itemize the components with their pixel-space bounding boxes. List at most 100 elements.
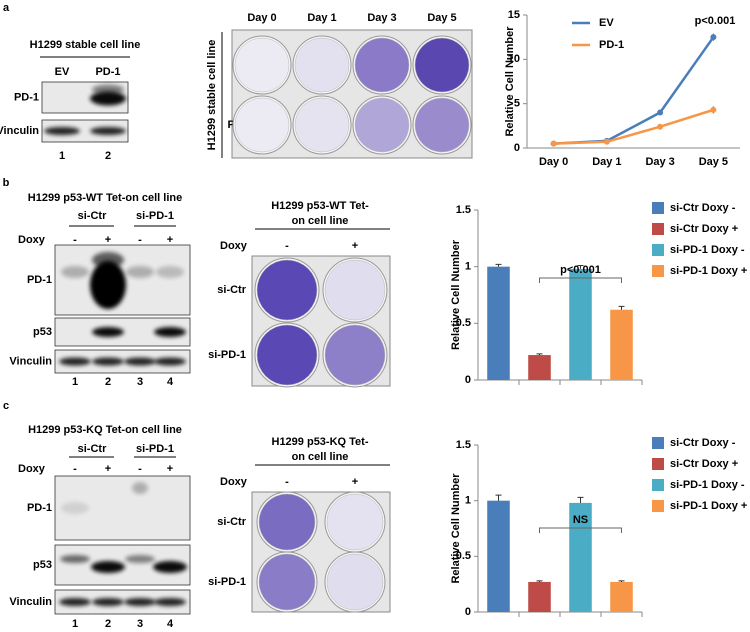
annotation: p<0.001: [695, 15, 736, 27]
bar: [610, 309, 633, 380]
row-label: p53: [33, 326, 52, 338]
bar: [487, 500, 510, 612]
bar: [569, 502, 592, 612]
well: [256, 324, 318, 386]
bracket: [539, 277, 622, 283]
plate-title: on cell line: [292, 215, 349, 227]
lane-label: PD-1: [95, 66, 120, 78]
legend-swatch: [652, 500, 664, 512]
error-bar: [618, 305, 625, 310]
x-tick-label: Day 1: [592, 156, 621, 168]
legend-label: si-PD-1 Doxy -: [670, 244, 745, 256]
well: [294, 37, 350, 93]
column-label: Day 5: [427, 12, 456, 24]
well: [354, 97, 410, 153]
row-label: Vinculin: [0, 125, 39, 137]
band: [126, 266, 154, 278]
treatment-label: Doxy: [220, 240, 248, 252]
point: [657, 109, 664, 116]
lane-number: 2: [105, 376, 111, 388]
point: [657, 123, 664, 130]
legend-swatch: [652, 437, 664, 449]
lane-number: 1: [72, 376, 78, 388]
bar: [528, 581, 551, 612]
error-bar: [577, 265, 584, 269]
row-label: si-Ctr: [217, 284, 246, 296]
lane-label: -: [138, 234, 142, 246]
row-label: si-PD-1: [208, 576, 246, 588]
row-label: si-Ctr: [217, 516, 246, 528]
lane-number: 1: [72, 618, 78, 630]
bar: [610, 581, 633, 612]
band: [59, 598, 91, 606]
y-tick-label: 0.5: [456, 550, 471, 562]
lane-label: +: [167, 463, 173, 475]
y-axis-label: Relative Cell Number: [450, 239, 462, 350]
y-axis-label: Relative Cell Number: [450, 473, 462, 584]
y-tick-label: 1.5: [456, 439, 471, 451]
y-tick-label: 0: [465, 374, 471, 386]
band: [124, 357, 156, 366]
group-label: si-PD-1: [136, 210, 174, 222]
band: [125, 555, 155, 563]
band: [90, 91, 126, 106]
error-bar: [536, 353, 543, 356]
legend-label: si-PD-1 Doxy -: [670, 479, 745, 491]
y-tick-label: 10: [508, 53, 520, 65]
band: [44, 127, 80, 135]
legend-label: si-Ctr Doxy +: [670, 458, 738, 470]
well: [326, 553, 384, 611]
point: [603, 138, 610, 145]
point: [550, 140, 557, 147]
point: [710, 106, 717, 113]
point: [710, 34, 717, 41]
legend-swatch: [652, 202, 664, 214]
annotation: p<0.001: [560, 264, 601, 276]
y-tick-label: 1: [465, 495, 471, 507]
y-tick-label: 0: [514, 142, 520, 154]
well: [326, 493, 384, 551]
column-label: +: [352, 240, 358, 252]
well: [324, 259, 386, 321]
x-tick-label: Day 3: [645, 156, 674, 168]
annotation: NS: [573, 514, 588, 526]
row-label: PD-1: [27, 274, 52, 286]
column-label: +: [352, 476, 358, 488]
well: [324, 324, 386, 386]
column-label: Day 1: [307, 12, 336, 24]
band: [154, 598, 186, 606]
legend-swatch: [652, 223, 664, 235]
band: [154, 327, 186, 337]
band: [154, 357, 186, 366]
group-label: si-Ctr: [78, 443, 107, 455]
legend-swatch: [652, 265, 664, 277]
bracket: [539, 527, 622, 533]
well: [294, 97, 350, 153]
y-tick-label: 0: [465, 606, 471, 618]
error-bar: [495, 494, 502, 501]
column-label: -: [285, 476, 289, 488]
group-label: si-Ctr: [78, 210, 107, 222]
band: [59, 357, 91, 366]
lane-number: 1: [59, 150, 65, 162]
treatment-label: Doxy: [18, 463, 46, 475]
band: [90, 261, 126, 309]
y-axis-label: Relative Cell Number: [504, 26, 516, 137]
column-label: Day 3: [367, 12, 396, 24]
bar: [528, 355, 551, 380]
lane-number: 2: [105, 618, 111, 630]
treatment-label: Doxy: [220, 476, 248, 488]
lane-number: 4: [167, 376, 174, 388]
well: [234, 97, 290, 153]
legend-label: PD-1: [599, 39, 624, 51]
lane-label: +: [105, 234, 111, 246]
band: [60, 555, 90, 563]
row-label: Vinculin: [9, 355, 52, 367]
well: [256, 259, 318, 321]
row-label: Vinculin: [9, 596, 52, 608]
row-label: PD-1: [27, 502, 52, 514]
band: [61, 266, 89, 278]
error-bar: [536, 580, 543, 582]
y-tick-label: 15: [508, 9, 520, 21]
